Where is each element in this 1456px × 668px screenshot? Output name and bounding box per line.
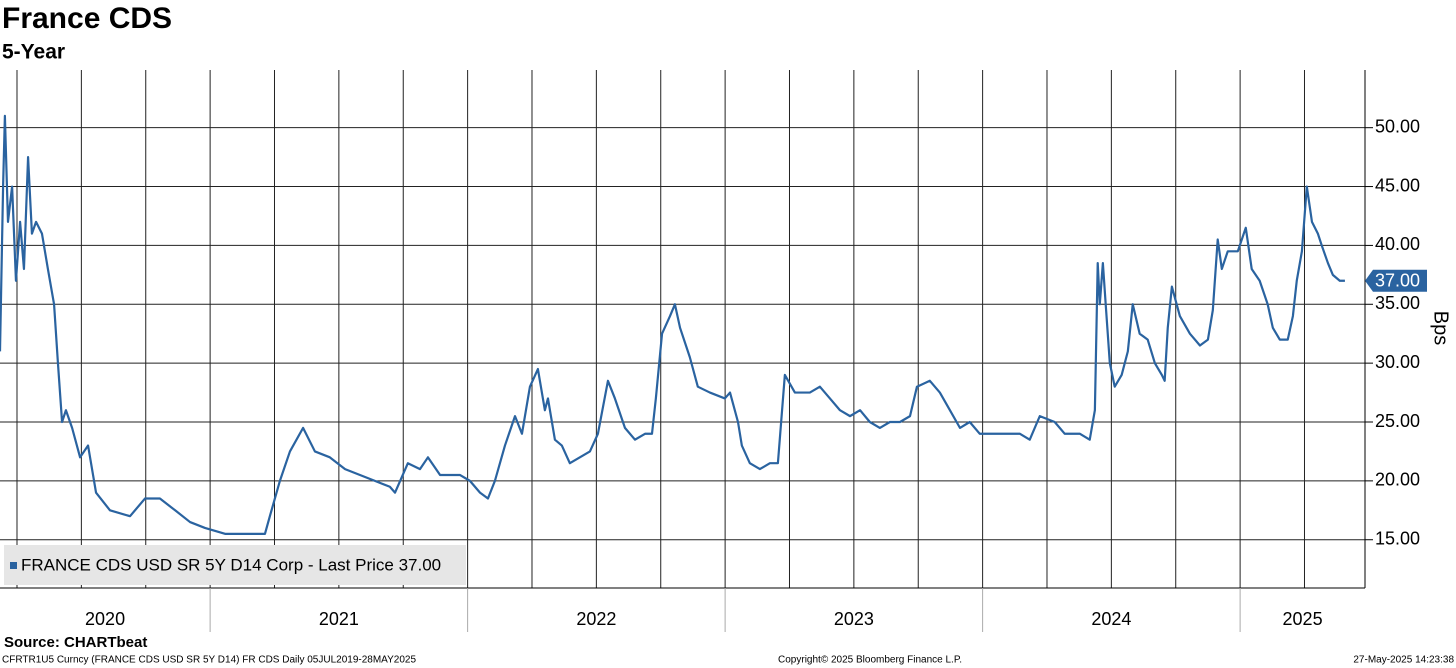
y-tick-label: 35.00 [1375, 293, 1420, 313]
y-tick-label: 25.00 [1375, 411, 1420, 431]
x-tick-label: 2025 [1283, 609, 1323, 629]
footer-left: CFRTR1U5 Curncy (FRANCE CDS USD SR 5Y D1… [2, 655, 416, 666]
legend-box [4, 545, 466, 585]
y-axis-label: Bps [1430, 311, 1452, 345]
legend-swatch [10, 562, 17, 569]
legend-label: FRANCE CDS USD SR 5Y D14 Corp - Last Pri… [21, 555, 441, 574]
y-tick-label: 40.00 [1375, 234, 1420, 254]
chart-title: France CDS [2, 2, 172, 35]
y-tick-label: 45.00 [1375, 175, 1420, 195]
y-tick-label: 30.00 [1375, 352, 1420, 372]
chart-subtitle: 5-Year [2, 41, 65, 64]
x-tick-label: 2023 [834, 609, 874, 629]
x-tick-label: 2020 [85, 609, 125, 629]
footer-center: Copyright© 2025 Bloomberg Finance L.P. [778, 655, 962, 666]
data-line [0, 114, 1345, 535]
y-tick-label: 50.00 [1375, 116, 1420, 136]
x-tick-label: 2024 [1091, 609, 1131, 629]
y-tick-label: 15.00 [1375, 528, 1420, 548]
source: Source: CHARTbeat [4, 634, 147, 651]
x-tick-label: 2021 [319, 609, 359, 629]
last-price-label: 37.00 [1375, 270, 1420, 290]
x-tick-label: 2022 [576, 609, 616, 629]
y-tick-label: 20.00 [1375, 470, 1420, 490]
last-price-tag [1365, 269, 1427, 292]
footer-right: 27-May-2025 14:23:38 [1353, 655, 1454, 666]
